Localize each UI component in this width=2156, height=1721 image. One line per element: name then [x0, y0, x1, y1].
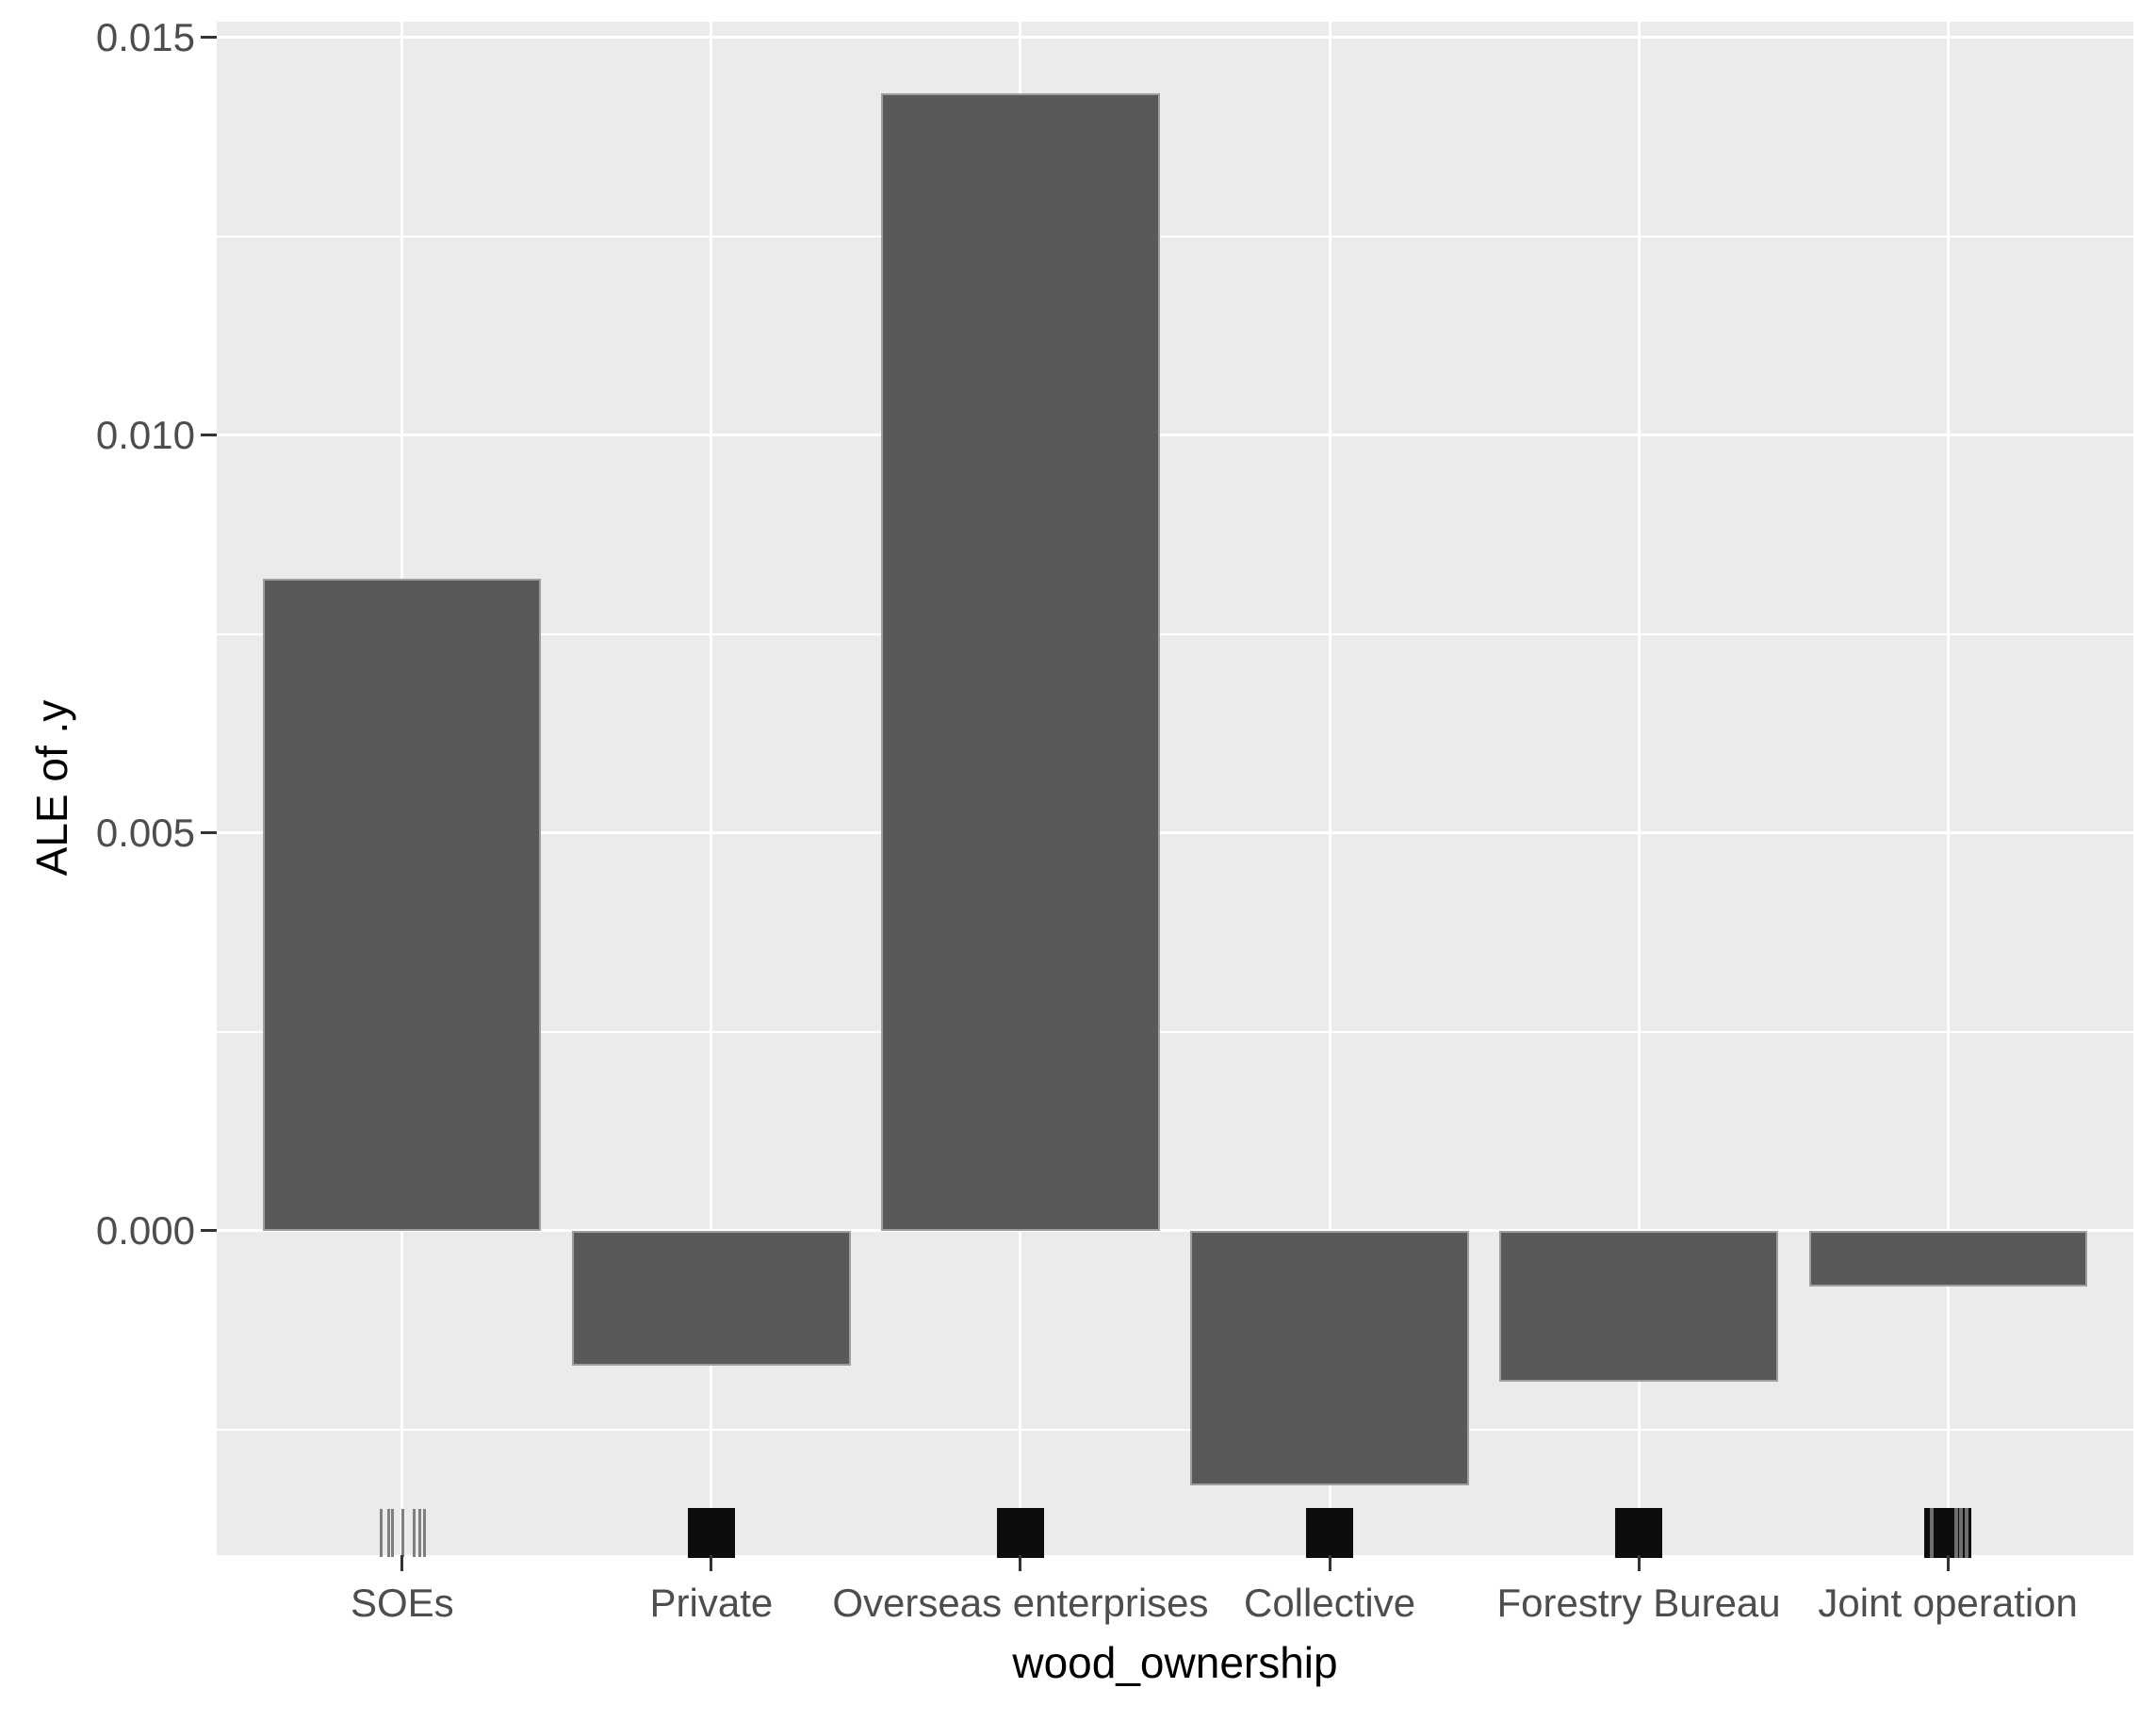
gridline-h-minor — [217, 632, 2133, 635]
y-tick-label: 0.005 — [95, 810, 195, 855]
y-tick-label: 0.000 — [95, 1207, 195, 1253]
x-tick-label: Private — [649, 1581, 774, 1625]
gridline-v-major — [1946, 22, 1950, 1555]
x-tick-label: Joint operation — [1818, 1581, 2078, 1625]
x-tick-label: Overseas enterprises — [832, 1581, 1209, 1625]
gridline-v-major — [1637, 22, 1641, 1555]
rug-mark — [687, 1508, 735, 1558]
bar — [1190, 1230, 1469, 1485]
bar — [1499, 1230, 1778, 1383]
rug-mark — [380, 1509, 384, 1557]
rug-mark — [1615, 1508, 1663, 1558]
y-tick-label: 0.010 — [95, 412, 195, 457]
rug-mark — [996, 1508, 1044, 1558]
x-axis-tick — [1328, 1555, 1331, 1571]
rug-mark — [1306, 1508, 1354, 1558]
gridline-h-major — [217, 434, 2133, 437]
rug-stripe — [1930, 1508, 1935, 1558]
gridline-h-major — [217, 36, 2133, 40]
x-tick-label: Forestry Bureau — [1496, 1581, 1781, 1625]
y-tick-label: 0.015 — [95, 14, 195, 59]
gridline-h-minor — [217, 1428, 2133, 1431]
rug-mark — [391, 1509, 395, 1557]
plot-panel — [217, 22, 2133, 1558]
x-axis-tick — [1637, 1555, 1641, 1571]
gridline-h-major — [217, 1229, 2133, 1233]
y-axis-tick — [201, 434, 217, 437]
rug-mark — [387, 1509, 391, 1557]
rug-stripe — [1965, 1508, 1969, 1558]
x-axis-title: wood_ownership — [1012, 1638, 1338, 1687]
bar — [1808, 1230, 2087, 1287]
bar — [263, 578, 542, 1231]
gridline-h-minor — [217, 235, 2133, 238]
y-axis-tick — [201, 1229, 217, 1233]
rug-mark — [1924, 1508, 1972, 1558]
x-tick-label: Collective — [1243, 1581, 1416, 1625]
y-axis-tick — [201, 831, 217, 835]
bar — [881, 92, 1160, 1231]
x-tick-label: SOEs — [350, 1581, 454, 1625]
gridline-h-major — [217, 831, 2133, 835]
y-axis-tick — [201, 36, 217, 40]
x-axis-tick — [400, 1555, 404, 1571]
rug-stripe — [1959, 1508, 1964, 1558]
gridline-v-major — [1328, 22, 1331, 1555]
rug-mark — [423, 1509, 427, 1557]
rug-stripe — [1954, 1508, 1959, 1558]
gridline-v-major — [710, 22, 713, 1555]
x-axis-tick — [1019, 1555, 1022, 1571]
x-axis-tick — [1946, 1555, 1950, 1571]
rug-mark — [401, 1509, 405, 1557]
bar — [572, 1230, 851, 1367]
rug-mark — [413, 1509, 416, 1557]
gridline-h-minor — [217, 1030, 2133, 1033]
x-axis-tick — [710, 1555, 713, 1571]
rug-mark — [418, 1509, 422, 1557]
